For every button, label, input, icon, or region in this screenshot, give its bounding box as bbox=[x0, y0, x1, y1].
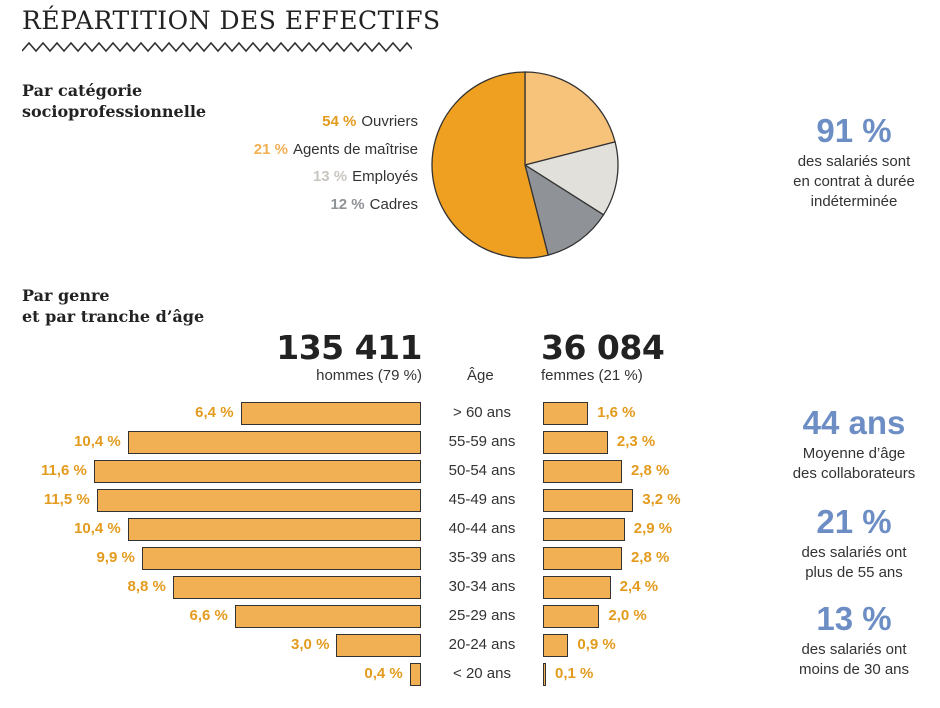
stat-under30-value: 13 % bbox=[816, 600, 892, 637]
bar-label-women: 0,9 % bbox=[577, 636, 616, 653]
age-category-label: 50-54 ans bbox=[448, 462, 516, 479]
legend-label: Cadres bbox=[369, 196, 418, 213]
zigzag-divider bbox=[22, 41, 412, 53]
bar-women bbox=[543, 634, 569, 657]
bar-men bbox=[172, 576, 421, 599]
bar-men bbox=[141, 547, 421, 570]
bar-label-men: 3,0 % bbox=[291, 636, 330, 653]
bar-label-men: 10,4 % bbox=[74, 520, 121, 537]
legend-label: Employés bbox=[352, 168, 418, 185]
section-heading-age-line1: Par genre bbox=[22, 286, 110, 305]
legend-item-ouvriers: 54 % Ouvriers bbox=[322, 113, 418, 130]
age-category-label: 30-34 ans bbox=[448, 578, 516, 595]
bar-label-women: 3,2 % bbox=[642, 491, 681, 508]
bar-men bbox=[336, 634, 421, 657]
legend-label: Ouvriers bbox=[361, 113, 418, 130]
men-total: 135 411 bbox=[276, 328, 422, 367]
bar-men bbox=[96, 489, 421, 512]
section-heading-csp-line1: Par catégorie bbox=[22, 81, 143, 100]
bar-label-men: 10,4 % bbox=[74, 433, 121, 450]
stat-under30-text: des salariés ont moins de 30 ans bbox=[770, 640, 938, 680]
age-category-label: 55-59 ans bbox=[448, 433, 516, 450]
age-category-label: 25-29 ans bbox=[448, 607, 516, 624]
bar-women bbox=[543, 431, 608, 454]
legend-pct: 21 % bbox=[253, 141, 288, 158]
bar-label-women: 2,4 % bbox=[619, 578, 659, 595]
section-heading-age: Par genre et par tranche d’âge bbox=[22, 285, 204, 327]
legend-pct: 12 % bbox=[330, 196, 365, 213]
stat-line: Moyenne d’âge bbox=[802, 445, 906, 462]
legend-item-employes: 13 % Employés bbox=[313, 168, 418, 185]
stat-over55-value: 21 % bbox=[816, 503, 892, 540]
bar-women bbox=[543, 547, 622, 570]
stat-cdi-text: des salariés sont en contrat à durée ind… bbox=[770, 152, 938, 212]
bar-women bbox=[543, 605, 600, 628]
bar-men bbox=[127, 431, 421, 454]
age-category-label: 40-44 ans bbox=[448, 520, 516, 537]
bar-women bbox=[543, 576, 611, 599]
legend-item-cadres: 12 % Cadres bbox=[330, 196, 418, 213]
stat-age-text: Moyenne d’âge des collaborateurs bbox=[770, 444, 938, 484]
legend-pct: 13 % bbox=[312, 168, 348, 185]
bar-label-men: 6,6 % bbox=[189, 607, 228, 624]
bar-women bbox=[543, 663, 546, 686]
bar-men bbox=[240, 402, 421, 425]
section-heading-age-line2: et par tranche d’âge bbox=[22, 307, 205, 326]
bar-women bbox=[543, 460, 622, 483]
bar-label-women: 2,3 % bbox=[616, 433, 656, 450]
age-header: Âge bbox=[467, 367, 494, 384]
bar-label-women: 1,6 % bbox=[597, 404, 636, 421]
men-label: hommes (79 %) bbox=[316, 367, 422, 384]
women-label: femmes (21 %) bbox=[541, 367, 643, 384]
legend-item-agents: 21 % Agents de maîtrise bbox=[254, 141, 418, 158]
stat-cdi-value: 91 % bbox=[816, 112, 892, 149]
age-category-label: 35-39 ans bbox=[448, 549, 516, 566]
stat-over55-text: des salariés ont plus de 55 ans bbox=[770, 543, 938, 583]
bar-label-women: 0,1 % bbox=[555, 665, 594, 682]
bar-label-men: 11,6 % bbox=[41, 462, 87, 479]
bar-label-men: 0,4 % bbox=[364, 665, 403, 682]
pie-slice-employes bbox=[523, 141, 619, 216]
bar-women bbox=[543, 489, 634, 512]
bar-women bbox=[543, 402, 589, 425]
bar-men bbox=[409, 663, 421, 686]
age-category-label: < 20 ans bbox=[453, 665, 511, 682]
stat-line: indéterminée bbox=[810, 193, 898, 210]
age-category-label: > 60 ans bbox=[453, 404, 511, 421]
bar-men bbox=[234, 605, 421, 628]
stat-line: en contrat à durée bbox=[793, 173, 915, 190]
legend-pct: 54 % bbox=[322, 113, 357, 130]
section-heading-csp-line2: socioprofessionnelle bbox=[22, 102, 207, 121]
bar-label-women: 2,8 % bbox=[630, 549, 670, 566]
pie-slice-ouvriers bbox=[431, 71, 549, 259]
women-total: 36 084 bbox=[541, 328, 665, 367]
bar-label-men: 6,4 % bbox=[195, 404, 234, 421]
pie-slice-agents-de-maitrise bbox=[524, 71, 616, 166]
stat-line: des collaborateurs bbox=[792, 465, 916, 482]
age-category-label: 45-49 ans bbox=[448, 491, 516, 508]
pie-chart bbox=[431, 71, 619, 259]
bar-label-women: 2,0 % bbox=[608, 607, 647, 624]
stat-age-value: 44 ans bbox=[802, 404, 906, 441]
stat-line: moins de 30 ans bbox=[798, 661, 910, 678]
bar-label-women: 2,9 % bbox=[633, 520, 673, 537]
bar-men bbox=[93, 460, 421, 483]
bar-label-men: 9,9 % bbox=[96, 549, 135, 566]
stat-line: des salariés ont bbox=[801, 544, 907, 561]
bar-label-men: 8,8 % bbox=[127, 578, 166, 595]
bar-women bbox=[543, 518, 625, 541]
stat-line: des salariés ont bbox=[801, 641, 907, 658]
bar-men bbox=[127, 518, 421, 541]
legend-label: Agents de maîtrise bbox=[292, 141, 418, 158]
stat-line: des salariés sont bbox=[797, 153, 911, 170]
pie-slice-cadres bbox=[523, 163, 605, 256]
page-title: RÉPARTITION DES EFFECTIFS bbox=[22, 6, 441, 35]
bar-label-men: 11,5 % bbox=[43, 491, 90, 508]
section-heading-csp: Par catégorie socioprofessionnelle bbox=[22, 80, 206, 122]
stat-line: plus de 55 ans bbox=[805, 564, 903, 581]
age-category-label: 20-24 ans bbox=[448, 636, 516, 653]
bar-label-women: 2,8 % bbox=[630, 462, 670, 479]
